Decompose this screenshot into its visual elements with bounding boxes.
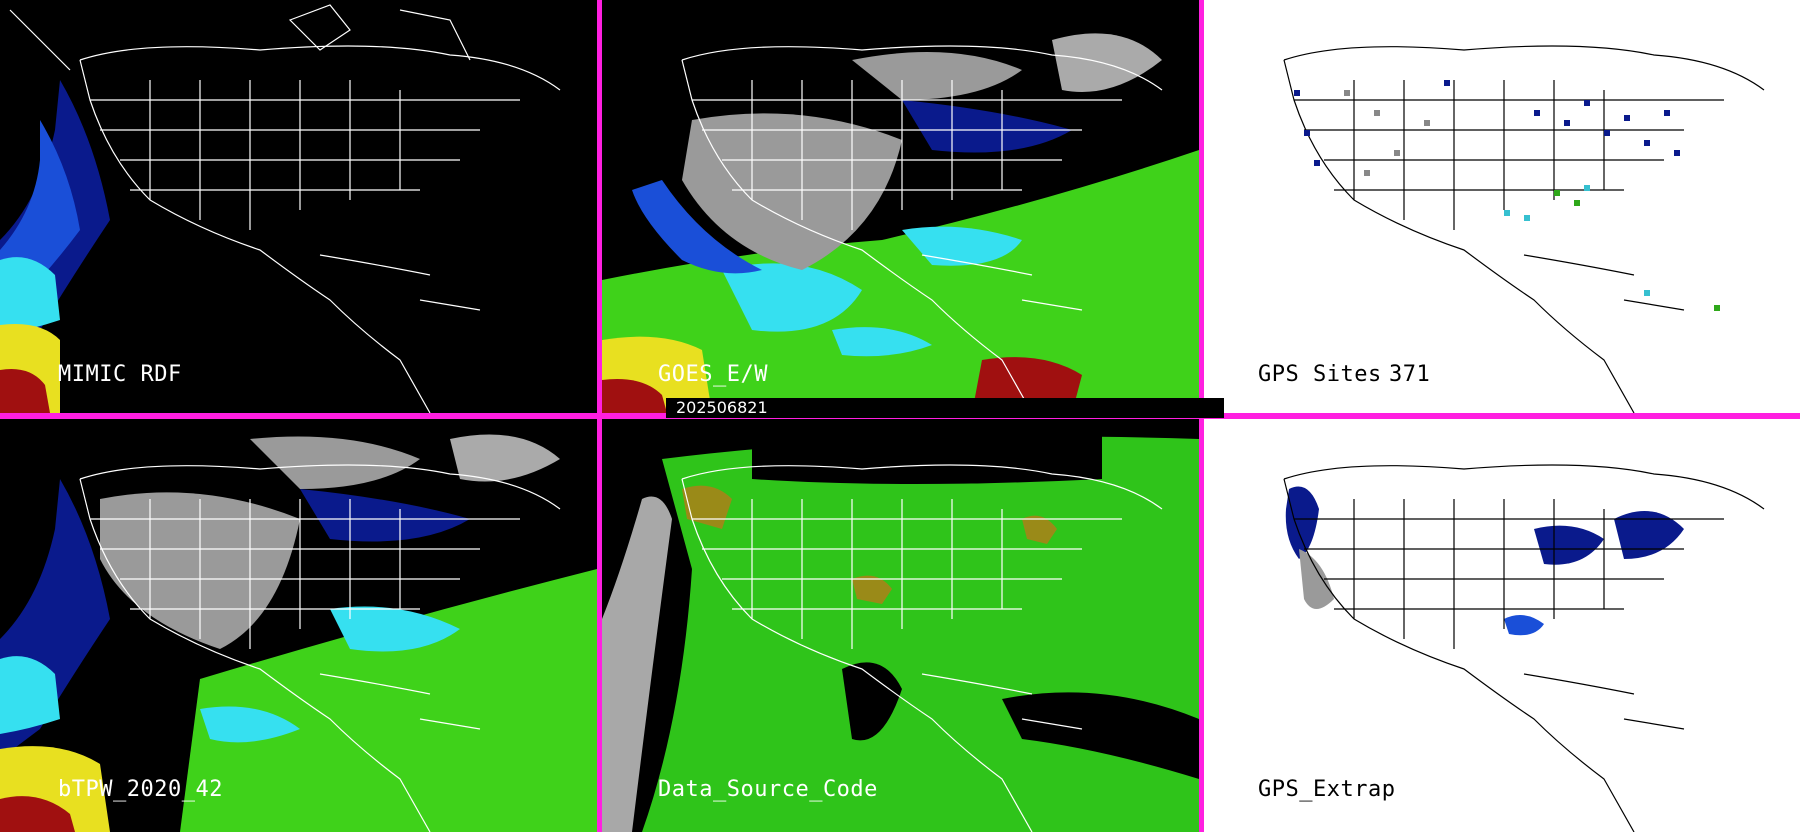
map-panel-btpw: bTPW_2020_42 [0,419,597,832]
gps-extrap-map [1283,464,1765,832]
mimic-rdf-map [0,4,561,413]
data-source-code-map [602,425,1199,832]
timestamp-banner: 202506821 [666,398,1224,418]
goes-ew-map [602,33,1199,413]
gps-sites-map [1283,45,1765,413]
map-panel-gps-extrap: GPS_Extrap [1204,419,1800,832]
map-panel-goes-ew: GOES_E/W [602,0,1199,413]
map-panel-gps-sites: GPS Sites 371 [1204,0,1800,413]
btpw-map [0,434,597,832]
goes-ew-label: GOES_E/W [658,362,768,387]
data-source-code-label: Data_Source_Code [658,777,878,802]
map-panel-data-source-code: Data_Source_Code [602,419,1199,832]
gps-extrap-label: GPS_Extrap [1258,777,1396,802]
map-panel-mimic-rdf: MIMIC RDF [0,0,597,413]
gps-sites-count: 371 [1389,362,1431,387]
gps-sites-label: GPS Sites [1258,362,1382,387]
mimic-rdf-label: MIMIC RDF [58,362,182,387]
btpw-label: bTPW_2020_42 [58,777,223,802]
